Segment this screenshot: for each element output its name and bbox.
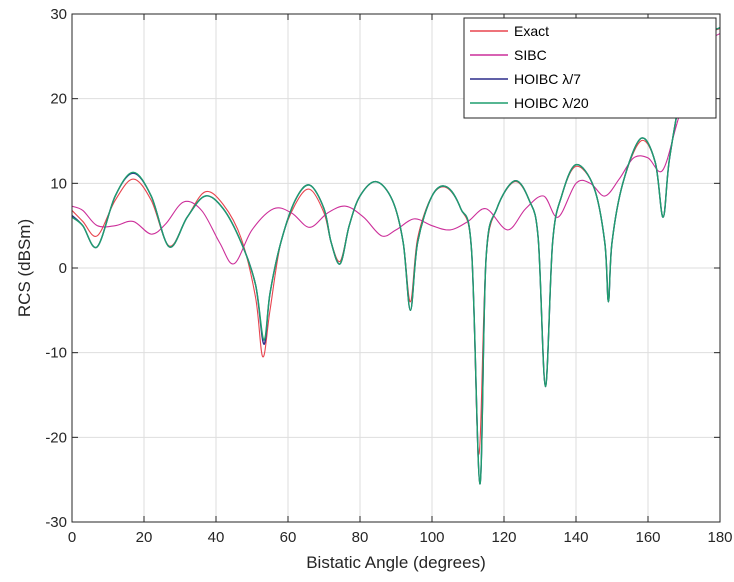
y-tick-label: 20 [50,91,67,108]
legend-label: Exact [514,23,549,39]
x-tick-label: 60 [280,529,297,546]
series-group [71,26,721,485]
y-tick-label: 10 [50,175,67,192]
y-tick-label: 0 [59,260,67,277]
x-tick-label: 160 [635,529,660,546]
x-axis-title: Bistatic Angle (degrees) [306,553,486,572]
x-tick-label: 140 [563,529,588,546]
series-hoibc-lambda20-line [71,26,721,485]
x-tick-label: 100 [419,529,444,546]
y-tick-label: 30 [50,6,67,23]
x-tick-label: 120 [491,529,516,546]
x-tick-label: 80 [352,529,369,546]
legend-box [463,17,717,119]
x-tick-label: 20 [136,529,153,546]
series-sibc-line [71,33,721,265]
y-tick-label: -30 [45,514,67,531]
legend-label: SIBC [514,47,547,63]
x-tick-label: 180 [707,529,732,546]
ticks: 0 20 40 60 80 100 120 140 160 180 -30 -20 -10 0 10 20 30 [45,6,732,546]
legend: Exact SIBC HOIBC λ/7 HOIBC λ/20 [463,17,717,119]
legend-label: HOIBC λ/7 [514,71,581,87]
y-tick-label: -20 [45,429,67,446]
y-tick-label: -10 [45,345,67,362]
x-tick-label: 40 [208,529,225,546]
x-tick-label: 0 [68,529,76,546]
y-axis-title: RCS (dBSm) [15,219,34,317]
legend-label: HOIBC λ/20 [514,95,589,111]
